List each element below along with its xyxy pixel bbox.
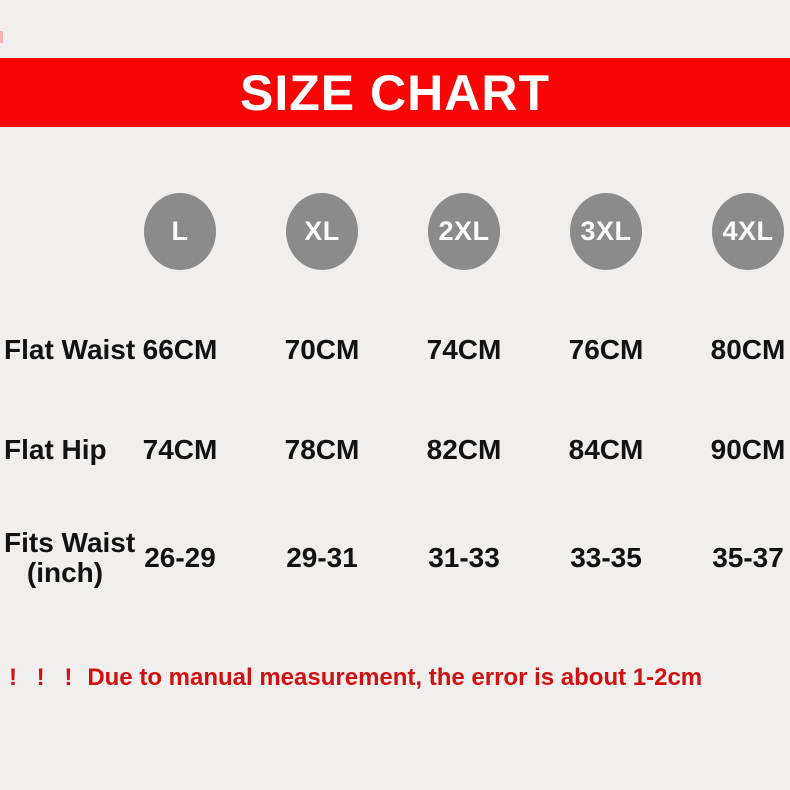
size-badge-label: L xyxy=(171,216,189,246)
size-table: L XL 2XL 3XL 4XL Flat Waist 66CM 70CM xyxy=(0,190,790,615)
flat-waist-value-4xl: 80CM xyxy=(710,334,786,366)
size-badge-label: 4XL xyxy=(722,216,774,246)
size-badge-xl: XL xyxy=(286,193,358,270)
page-title: SIZE CHART xyxy=(240,64,550,121)
size-badge-label: XL xyxy=(304,216,340,246)
row-label-fits-waist: Fits Waist (inch) xyxy=(0,500,135,615)
measurement-note: ! ! ! Due to manual measurement, the erro… xyxy=(9,664,702,692)
fits-waist-value-4xl: 35-37 xyxy=(712,541,784,573)
fits-waist-label-line2: (inch) xyxy=(26,556,104,588)
flat-hip-value-4xl: 90CM xyxy=(710,434,786,466)
flat-hip-value-l: 74CM xyxy=(142,434,218,466)
fits-waist-label-line1: Fits Waist xyxy=(4,527,136,559)
flat-hip-value-xl: 78CM xyxy=(284,434,360,466)
flat-hip-value-3xl: 84CM xyxy=(568,434,644,466)
fits-waist-value-2xl: 31-33 xyxy=(428,541,500,573)
size-badge-label: 3XL xyxy=(580,216,632,246)
banner: SIZE CHART xyxy=(0,58,790,127)
size-badge-l: L xyxy=(144,193,216,270)
flat-waist-value-3xl: 76CM xyxy=(568,334,644,366)
note-text: Due to manual measurement, the error is … xyxy=(87,664,703,691)
fits-waist-value-xl: 29-31 xyxy=(286,541,358,573)
fits-waist-value-l: 26-29 xyxy=(144,541,216,573)
row-label-flat-waist: Flat Waist xyxy=(4,334,136,366)
size-column-4xl: 4XL xyxy=(677,190,790,300)
size-column-l: L xyxy=(109,190,251,300)
fits-waist-value-3xl: 33-35 xyxy=(570,541,642,573)
size-badge-2xl: 2XL xyxy=(428,193,500,270)
size-column-3xl: 3XL xyxy=(535,190,677,300)
flat-waist-value-2xl: 74CM xyxy=(426,334,502,366)
size-badge-4xl: 4XL xyxy=(712,193,784,270)
size-column-xl: XL xyxy=(251,190,393,300)
size-badge-label: 2XL xyxy=(438,216,490,246)
size-column-2xl: 2XL xyxy=(393,190,535,300)
edge-artifact xyxy=(0,31,3,43)
size-badge-3xl: 3XL xyxy=(570,193,642,270)
flat-waist-value-l: 66CM xyxy=(142,334,218,366)
flat-waist-value-xl: 70CM xyxy=(284,334,360,366)
row-label-flat-hip: Flat Hip xyxy=(4,434,107,466)
header-spacer xyxy=(0,190,109,300)
note-exclamation-marks: ! ! ! xyxy=(9,664,76,691)
flat-hip-value-2xl: 82CM xyxy=(426,434,502,466)
